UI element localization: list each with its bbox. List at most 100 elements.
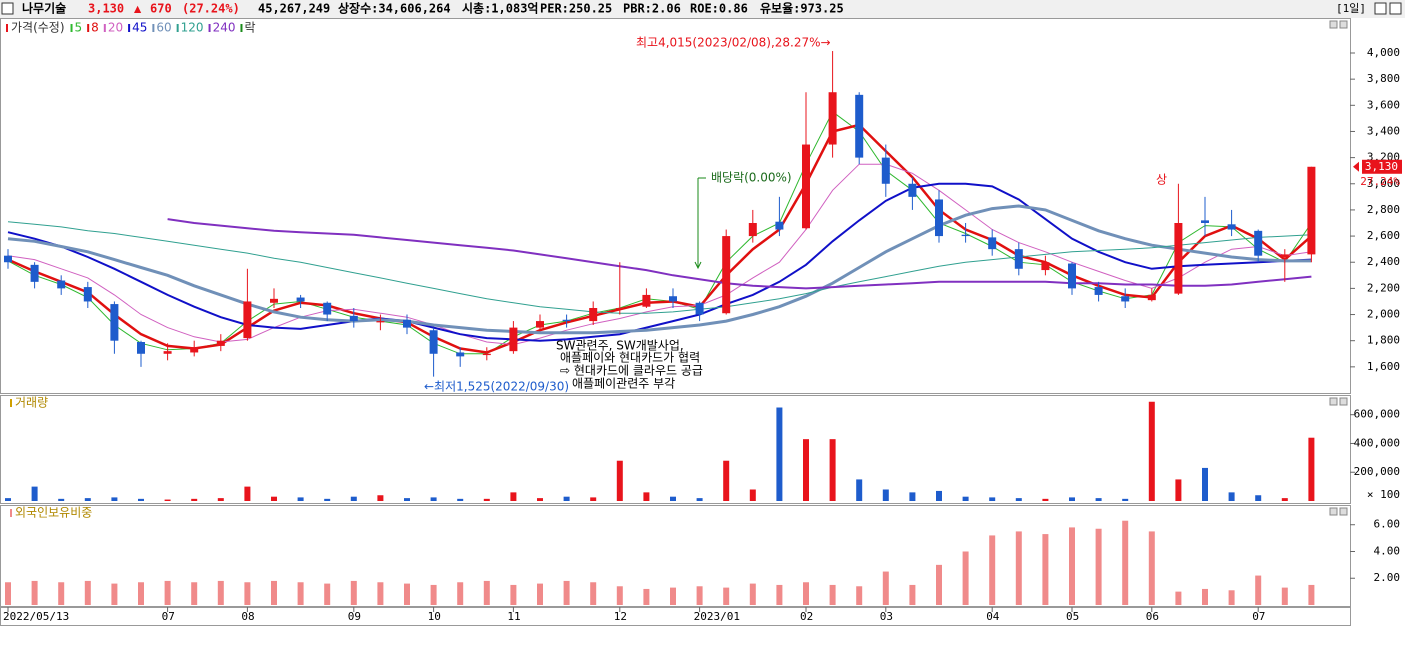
bar: [723, 587, 730, 605]
legend-label: 가격(수정): [11, 21, 65, 35]
ma-line: [7, 204, 1312, 335]
bar: [1228, 590, 1235, 605]
y-tick-label: 2,200: [1367, 281, 1400, 294]
period[interactable]: [1일]: [1336, 1, 1366, 15]
candle-body: [1068, 263, 1076, 289]
price: 3,130: [88, 2, 124, 16]
window-button[interactable]: [1389, 2, 1402, 15]
candle-body: [562, 319, 571, 322]
pane-button[interactable]: [1329, 397, 1338, 406]
bar: [1175, 591, 1182, 605]
bar: [430, 497, 437, 501]
bar: [457, 582, 464, 605]
candle-body: [802, 144, 810, 229]
bar: [643, 588, 650, 605]
bar: [1175, 479, 1182, 501]
bar: [350, 580, 357, 605]
y-tick-label: 3,800: [1367, 72, 1400, 85]
legend-swatch: [240, 24, 243, 32]
bar: [1148, 401, 1155, 501]
candle-body: [270, 298, 278, 303]
bar: [1255, 495, 1262, 501]
bar: [510, 584, 517, 605]
dividend-arrow: [694, 261, 702, 270]
bar: [350, 496, 357, 501]
legend-swatch: [103, 24, 106, 32]
candle-body: [881, 157, 890, 184]
bar: [457, 498, 464, 501]
bar: [138, 498, 144, 501]
bar: [563, 580, 570, 605]
bar: [1042, 534, 1049, 605]
candle-body: [376, 321, 385, 323]
pane-button[interactable]: [1329, 20, 1338, 29]
bar: [723, 460, 730, 501]
bar: [1202, 588, 1208, 605]
bar: [803, 582, 809, 605]
candle-body: [536, 321, 544, 328]
y-tick-label: 3,000: [1367, 177, 1400, 190]
y-tick-label: 200,000: [1354, 465, 1400, 478]
ma-line: [7, 163, 1312, 346]
candle-body: [110, 304, 119, 341]
pane-frames: [0, 18, 1351, 626]
legend-label: 120: [181, 21, 204, 35]
window-button[interactable]: [1374, 2, 1387, 15]
bar: [616, 586, 623, 605]
legend-swatch: [176, 24, 179, 32]
bar: [324, 583, 331, 605]
pane-button[interactable]: [1339, 397, 1348, 406]
bar: [244, 582, 251, 605]
bar: [1308, 437, 1315, 501]
pane-button[interactable]: [1329, 507, 1338, 516]
candle-body: [589, 308, 598, 322]
bar: [164, 499, 171, 501]
bar: [1228, 492, 1235, 501]
y-tick-label: 3,600: [1367, 98, 1400, 111]
change: 670: [150, 2, 172, 16]
y-tick-label: 4.00: [1374, 544, 1401, 557]
volume: 45,267,249: [258, 2, 330, 16]
candle-body: [642, 294, 651, 307]
candle-body: [190, 347, 199, 353]
bar: [776, 584, 783, 605]
bar: [324, 498, 331, 501]
y-tick-label: 2,000: [1367, 308, 1400, 321]
bar: [1281, 498, 1288, 501]
annotation: 최고4,015(2023/02/08),28.27%→: [636, 36, 831, 50]
listed: 상장수:34,606,264: [338, 1, 451, 16]
bar: [590, 497, 597, 501]
bar: [404, 498, 410, 501]
bar: [989, 535, 996, 605]
candle-body: [1121, 296, 1130, 302]
pane-buttons: [1329, 20, 1348, 516]
legend-swatch: [87, 24, 90, 32]
candle-body: [137, 342, 145, 354]
pane-button[interactable]: [1339, 20, 1348, 29]
bar: [1015, 531, 1022, 605]
candle-body: [935, 199, 943, 237]
candle-body: [1201, 220, 1209, 223]
bar: [882, 489, 889, 501]
x-tick-label: 05: [1066, 610, 1079, 623]
checkbox[interactable]: [1, 2, 14, 15]
annotation: ←최저1,525(2022/09/30): [424, 380, 569, 394]
bar: [829, 439, 836, 501]
annotation: 애플페이와 현대카드가 협력: [560, 351, 700, 365]
legend-swatch: [128, 24, 131, 32]
bar: [483, 580, 490, 605]
bar: [84, 580, 91, 605]
pane-button[interactable]: [1339, 507, 1348, 516]
bar: [271, 496, 277, 501]
candle-body: [695, 302, 704, 315]
bar: [1308, 584, 1315, 605]
bar: [670, 496, 676, 501]
legend-label: 8: [91, 21, 99, 35]
annotation: 배당락(0.00%): [711, 171, 792, 185]
bar: [111, 497, 118, 501]
candle-body: [482, 353, 491, 356]
bar: [803, 439, 809, 501]
candle-body: [216, 340, 225, 346]
